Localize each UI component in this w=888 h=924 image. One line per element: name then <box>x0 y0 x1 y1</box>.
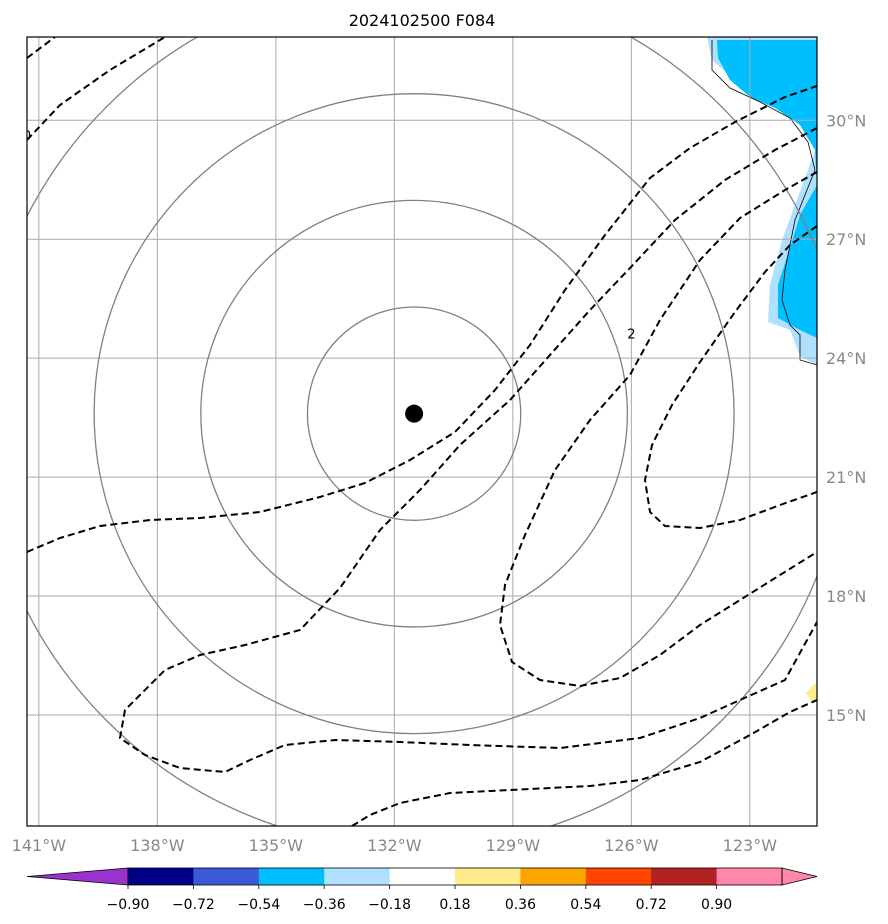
colorbar-segment <box>258 868 325 885</box>
longitude-tick-label: 135°W <box>249 836 304 855</box>
range-ring <box>93 93 735 735</box>
range-ring <box>27 37 817 826</box>
dashed-contours <box>27 37 817 826</box>
longitude-tick-labels: 141°W 138°W 135°W 132°W 129°W 126°W 123°W <box>12 836 778 855</box>
colorbar-segment <box>455 868 521 885</box>
colorbar: −0.90 −0.72 −0.54 −0.36 −0.18 0.18 0.36 0.54 0.7… <box>26 867 818 913</box>
colorbar-segment <box>520 868 587 885</box>
dashed-contour <box>27 37 56 59</box>
range-rings <box>27 37 817 826</box>
range-ring <box>200 199 629 628</box>
latitude-tick-label: 21°N <box>826 468 866 487</box>
latitude-tick-label: 18°N <box>826 587 866 606</box>
colorbar-tick-label: −0.54 <box>237 897 280 913</box>
latitude-tick-label: 30°N <box>826 111 866 130</box>
shaded-region-yellow <box>806 684 817 703</box>
longitude-tick-label: 132°W <box>367 836 422 855</box>
colorbar-tick-label: −0.90 <box>107 897 150 913</box>
colorbar-tick-label: 0.90 <box>701 897 732 913</box>
colorbar-tick-label: −0.36 <box>303 897 346 913</box>
contour-label: 2 <box>627 327 635 342</box>
dashed-contour <box>498 171 817 688</box>
plot-title: 2024102500 F084 <box>349 11 496 30</box>
colorbar-tick-label: 0.54 <box>570 897 601 913</box>
colorbar-extend-low <box>26 867 129 886</box>
shaded-field <box>707 37 817 703</box>
colorbar-tick-label: 0.18 <box>439 897 470 913</box>
dashed-contour <box>643 225 817 530</box>
latitude-tick-labels: 30°N 27°N 24°N 21°N 18°N 15°N <box>826 111 866 725</box>
longitude-tick-label: 141°W <box>12 836 67 855</box>
dashed-contour <box>27 37 166 141</box>
range-ring <box>306 306 522 521</box>
dashed-contour <box>27 85 817 553</box>
colorbar-extend-high <box>781 867 818 886</box>
colorbar-tick-label: −0.18 <box>368 897 411 913</box>
map-frame <box>26 36 818 827</box>
map-area: 20 <box>23 37 817 826</box>
contour-labels: 20 <box>23 129 635 342</box>
longitude-tick-label: 123°W <box>723 836 778 855</box>
latitude-tick-label: 27°N <box>826 230 866 249</box>
colorbar-segment <box>585 868 652 885</box>
dashed-contour <box>118 127 817 774</box>
colorbar-segment <box>128 868 194 885</box>
colorbar-segment <box>389 868 456 885</box>
colorbar-tick-label: 0.36 <box>505 897 536 913</box>
longitude-tick-label: 138°W <box>130 836 185 855</box>
shaded-region-blue <box>717 40 817 338</box>
storm-center-marker <box>405 404 424 423</box>
colorbar-segment <box>716 868 782 885</box>
colorbar-segment <box>193 868 260 885</box>
dashed-contour <box>351 699 817 826</box>
colorbar-segment <box>324 868 391 885</box>
gridlines <box>27 37 817 826</box>
contour-label: 0 <box>23 129 31 144</box>
colorbar-tick-label: 0.72 <box>636 897 667 913</box>
zero-contour <box>711 40 817 366</box>
latitude-tick-label: 24°N <box>826 349 866 368</box>
longitude-tick-label: 126°W <box>604 836 659 855</box>
longitude-tick-label: 129°W <box>486 836 541 855</box>
latitude-tick-label: 15°N <box>826 706 866 725</box>
colorbar-segment <box>651 868 718 885</box>
colorbar-tick-label: −0.72 <box>172 897 215 913</box>
